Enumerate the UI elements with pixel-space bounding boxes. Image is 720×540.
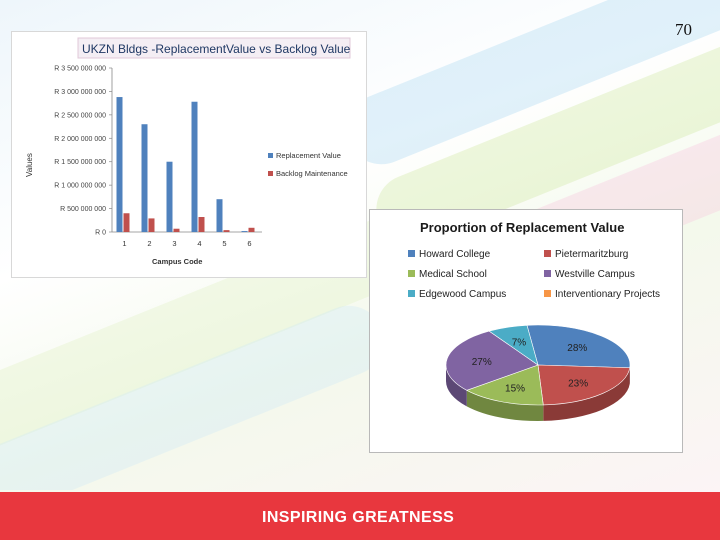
x-tick-label: 6 xyxy=(247,239,251,248)
pie-side-westville-campus xyxy=(446,365,467,407)
pie-slice-westville-campus xyxy=(445,330,539,391)
x-tick-label: 3 xyxy=(172,239,176,248)
bar-backlog-maintenance-2 xyxy=(148,218,155,232)
y-tick-label: R 3 500 000 000 xyxy=(54,66,106,73)
pie-slice-pietermaritzburg xyxy=(537,364,631,406)
pie-legend-entry: Westville Campus xyxy=(555,269,635,280)
pie-data-label: 15% xyxy=(505,384,525,395)
pie-legend-entry: Howard College xyxy=(419,249,491,260)
legend-swatch xyxy=(268,171,273,176)
bar-backlog-maintenance-3 xyxy=(173,228,180,232)
y-tick-label: R 2 000 000 000 xyxy=(54,136,106,143)
bar-chart: UKZN Bldgs -ReplacementValue vs Backlog … xyxy=(25,37,351,266)
bar-replacement-value-4 xyxy=(191,101,198,232)
pie-side-pietermaritzburg xyxy=(543,367,630,421)
slide-number: 70 xyxy=(675,20,692,39)
pie-slice-edgewood-campus xyxy=(488,324,539,366)
pie-legend-swatch xyxy=(544,250,551,257)
bar-backlog-maintenance-6 xyxy=(248,227,255,232)
bar-chart-title-box xyxy=(77,37,351,59)
y-tick-label: R 1 000 000 000 xyxy=(54,183,106,190)
bar-backlog-maintenance-4 xyxy=(198,217,205,232)
bar-replacement-value-3 xyxy=(166,161,173,232)
pie-legend-swatch xyxy=(408,250,415,257)
x-tick-label: 2 xyxy=(147,239,151,248)
pie-chart: Proportion of Replacement Value Howard C… xyxy=(408,220,660,421)
x-tick-label: 5 xyxy=(222,239,226,248)
bar-chart-title: UKZN Bldgs -ReplacementValue vs Backlog … xyxy=(82,42,351,56)
bar-backlog-maintenance-1 xyxy=(123,213,130,232)
legend-entry: Replacement Value xyxy=(276,151,341,160)
bar-chart-x-label: Campus Code xyxy=(152,257,202,266)
footer-bar xyxy=(0,492,720,540)
y-tick-label: R 0 xyxy=(95,230,106,237)
pie-legend-swatch xyxy=(544,290,551,297)
pie-slice-medical-school xyxy=(466,364,544,406)
y-tick-label: R 2 500 000 000 xyxy=(54,112,106,119)
bar-chart-panel: UKZN Bldgs -ReplacementValue vs Backlog … xyxy=(11,31,367,278)
pie-data-label: 27% xyxy=(472,357,492,368)
legend-swatch xyxy=(268,153,273,158)
pie-legend-swatch xyxy=(544,270,551,277)
bar-replacement-value-1 xyxy=(116,97,123,233)
y-tick-label: R 3 000 000 000 xyxy=(54,89,106,96)
pie-legend-swatch xyxy=(408,290,415,297)
bar-replacement-value-5 xyxy=(216,199,223,232)
pie-data-label: 28% xyxy=(567,343,587,354)
pie-chart-title: Proportion of Replacement Value xyxy=(420,220,624,235)
pie-data-label: 23% xyxy=(568,379,588,390)
bar-replacement-value-2 xyxy=(141,124,148,232)
x-tick-label: 4 xyxy=(197,239,201,248)
bar-backlog-maintenance-5 xyxy=(223,230,230,232)
y-tick-label: R 1 500 000 000 xyxy=(54,159,106,166)
pie-data-label: 7% xyxy=(512,338,527,349)
pie-legend-swatch xyxy=(408,270,415,277)
pie-legend-entry: Medical School xyxy=(419,269,487,280)
x-tick-label: 1 xyxy=(122,239,126,248)
pie-legend-entry: Edgewood Campus xyxy=(419,289,506,300)
pie-slice-howard-college xyxy=(526,324,631,369)
bar-chart-y-label: Values xyxy=(25,153,34,177)
footer-slogan: INSPIRING GREATNESS xyxy=(262,509,455,526)
bar-replacement-value-6 xyxy=(241,231,248,232)
y-tick-label: R 500 000 000 xyxy=(60,206,106,213)
pie-legend-entry: Interventionary Projects xyxy=(555,289,660,300)
pie-chart-panel: Proportion of Replacement Value Howard C… xyxy=(369,209,683,453)
pie-legend-entry: Pietermaritzburg xyxy=(555,249,628,260)
legend-entry: Backlog Maintenance xyxy=(276,169,348,178)
